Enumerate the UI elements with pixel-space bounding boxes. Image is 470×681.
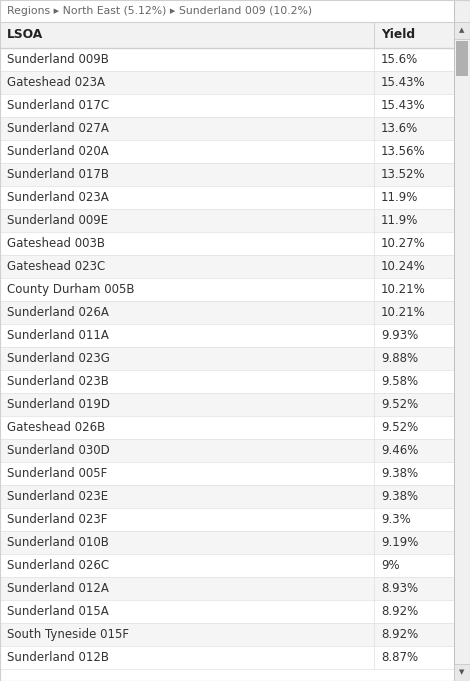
Text: South Tyneside 015F: South Tyneside 015F: [7, 628, 129, 641]
Bar: [0, 94, 454, 117]
Bar: [0, 232, 454, 255]
Text: Sunderland 023G: Sunderland 023G: [7, 352, 110, 365]
Text: Gateshead 026B: Gateshead 026B: [7, 421, 105, 434]
Bar: [0, 186, 454, 209]
Bar: [0, 462, 454, 485]
Bar: [0, 393, 454, 416]
Text: Yield: Yield: [381, 29, 415, 42]
Text: 15.6%: 15.6%: [381, 53, 418, 66]
Text: County Durham 005B: County Durham 005B: [7, 283, 134, 296]
Text: Sunderland 023F: Sunderland 023F: [7, 513, 107, 526]
Text: Gateshead 003B: Gateshead 003B: [7, 237, 105, 250]
Bar: [0, 301, 454, 324]
Text: 13.52%: 13.52%: [381, 168, 426, 181]
Text: ▼: ▼: [459, 669, 465, 676]
Text: 9.46%: 9.46%: [381, 444, 418, 457]
Bar: [0, 209, 454, 232]
Bar: [0, 485, 454, 508]
Text: 9.88%: 9.88%: [381, 352, 418, 365]
Bar: [0, 255, 454, 278]
Text: Sunderland 027A: Sunderland 027A: [7, 122, 109, 135]
Bar: [0, 324, 454, 347]
Text: 10.24%: 10.24%: [381, 260, 426, 273]
Text: 13.56%: 13.56%: [381, 145, 426, 158]
Bar: [0, 140, 454, 163]
Bar: [0, 22, 454, 48]
Text: Sunderland 009B: Sunderland 009B: [7, 53, 109, 66]
Text: Sunderland 009E: Sunderland 009E: [7, 214, 108, 227]
Text: 9.52%: 9.52%: [381, 398, 418, 411]
Text: 9.52%: 9.52%: [381, 421, 418, 434]
Text: 13.6%: 13.6%: [381, 122, 418, 135]
Text: ▲: ▲: [459, 27, 465, 33]
Text: Sunderland 015A: Sunderland 015A: [7, 605, 109, 618]
Text: 8.93%: 8.93%: [381, 582, 418, 595]
Text: Sunderland 019D: Sunderland 019D: [7, 398, 110, 411]
Text: Gateshead 023A: Gateshead 023A: [7, 76, 105, 89]
Bar: [0, 646, 454, 669]
Text: Sunderland 017C: Sunderland 017C: [7, 99, 109, 112]
Text: Sunderland 026C: Sunderland 026C: [7, 559, 109, 572]
Text: 11.9%: 11.9%: [381, 191, 418, 204]
Text: 9%: 9%: [381, 559, 400, 572]
Text: 8.92%: 8.92%: [381, 628, 418, 641]
Bar: [0, 347, 454, 370]
Text: 9.38%: 9.38%: [381, 467, 418, 480]
Bar: [0, 531, 454, 554]
Bar: [456, 41, 468, 76]
Text: 15.43%: 15.43%: [381, 99, 426, 112]
Bar: [0, 508, 454, 531]
Text: 9.3%: 9.3%: [381, 513, 411, 526]
Bar: [0, 0, 470, 22]
Bar: [0, 71, 454, 94]
Text: 10.21%: 10.21%: [381, 283, 426, 296]
Bar: [454, 0, 470, 681]
Text: Sunderland 020A: Sunderland 020A: [7, 145, 109, 158]
Bar: [0, 117, 454, 140]
Text: 15.43%: 15.43%: [381, 76, 426, 89]
Text: Regions ▸ North East (5.12%) ▸ Sunderland 009 (10.2%): Regions ▸ North East (5.12%) ▸ Sunderlan…: [7, 6, 312, 16]
Text: Sunderland 026A: Sunderland 026A: [7, 306, 109, 319]
Text: 9.19%: 9.19%: [381, 536, 418, 549]
Bar: [0, 554, 454, 577]
Bar: [0, 163, 454, 186]
Text: 10.21%: 10.21%: [381, 306, 426, 319]
Text: Sunderland 005F: Sunderland 005F: [7, 467, 107, 480]
Text: Sunderland 023E: Sunderland 023E: [7, 490, 108, 503]
Text: Sunderland 012A: Sunderland 012A: [7, 582, 109, 595]
Text: Sunderland 023A: Sunderland 023A: [7, 191, 109, 204]
Bar: [0, 600, 454, 623]
Text: Sunderland 011A: Sunderland 011A: [7, 329, 109, 342]
Text: 8.87%: 8.87%: [381, 651, 418, 664]
Text: 8.92%: 8.92%: [381, 605, 418, 618]
Bar: [0, 48, 454, 71]
Bar: [0, 623, 454, 646]
Text: Sunderland 023B: Sunderland 023B: [7, 375, 109, 388]
Text: LSOA: LSOA: [7, 29, 43, 42]
Text: Gateshead 023C: Gateshead 023C: [7, 260, 105, 273]
Bar: [454, 22, 470, 39]
Text: Sunderland 010B: Sunderland 010B: [7, 536, 109, 549]
Text: 10.27%: 10.27%: [381, 237, 426, 250]
Bar: [0, 278, 454, 301]
Bar: [0, 439, 454, 462]
Text: 9.58%: 9.58%: [381, 375, 418, 388]
Bar: [454, 664, 470, 681]
Bar: [0, 370, 454, 393]
Text: 11.9%: 11.9%: [381, 214, 418, 227]
Text: Sunderland 012B: Sunderland 012B: [7, 651, 109, 664]
Text: Sunderland 030D: Sunderland 030D: [7, 444, 110, 457]
Text: Sunderland 017B: Sunderland 017B: [7, 168, 109, 181]
Text: 9.93%: 9.93%: [381, 329, 418, 342]
Text: 9.38%: 9.38%: [381, 490, 418, 503]
Bar: [0, 416, 454, 439]
Bar: [0, 577, 454, 600]
